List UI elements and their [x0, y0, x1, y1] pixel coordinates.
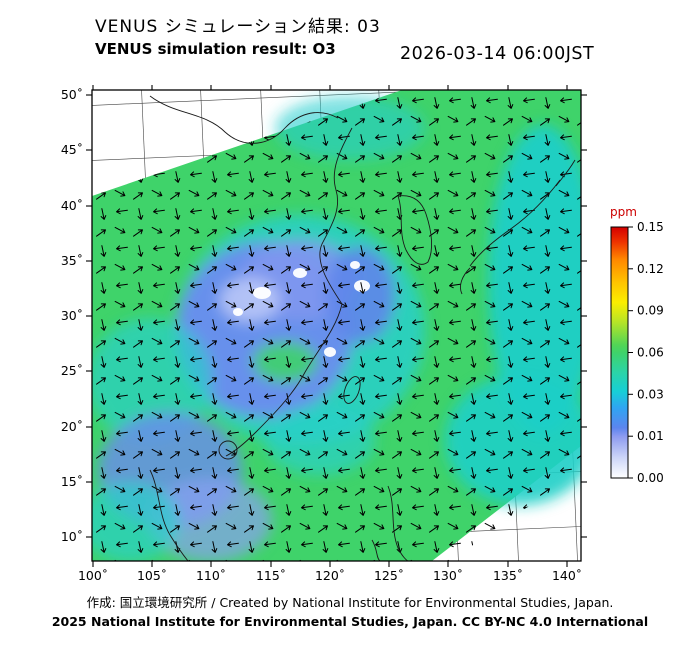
page-title-japanese: VENUS シミュレーション結果: 03 [95, 17, 381, 37]
lat-tick-label: 15˚ [61, 474, 83, 489]
page-title-english: VENUS simulation result: O3 [95, 40, 336, 58]
lon-tick-label: 105˚ [137, 568, 167, 583]
lat-tick-label: 20˚ [61, 419, 83, 434]
colorbar-tick-label: 0.06 [637, 346, 664, 360]
lon-tick-label: 100˚ [78, 568, 108, 583]
longitude-axis: 100˚ 105˚ 110˚ 115˚ 120˚ 125˚ 130˚ 135˚ … [78, 568, 582, 583]
lon-tick-label: 130˚ [433, 568, 463, 583]
credit-line: 作成: 国立環境研究所 / Created by National Instit… [86, 595, 614, 610]
colorbar: ppm 0.15 0.12 0.09 0.06 0.03 0.01 0.00 [610, 205, 664, 485]
lon-tick-label: 140˚ [552, 568, 582, 583]
latitude-axis: 50˚ 45˚ 40˚ 35˚ 30˚ 25˚ 20˚ 15˚ 10˚ [61, 87, 83, 544]
coastlines [149, 95, 576, 561]
colorbar-tick-label: 0.15 [637, 220, 664, 234]
colorbar-tick-label: 0.12 [637, 262, 664, 276]
lat-tick-label: 35˚ [61, 253, 83, 268]
colorbar-tick-label: 0.00 [637, 471, 664, 485]
lon-tick-label: 125˚ [374, 568, 404, 583]
wind-vector-field [92, 90, 581, 561]
lat-tick-label: 50˚ [61, 87, 83, 102]
colorbar-tick-label: 0.01 [637, 429, 664, 443]
license-line: 2025 National Institute for Environmenta… [51, 614, 649, 629]
plot-frame [91, 89, 582, 562]
colorbar-tick-label: 0.03 [637, 387, 664, 401]
lon-tick-label: 110˚ [196, 568, 226, 583]
lat-tick-label: 45˚ [61, 142, 83, 157]
lon-tick-label: 135˚ [493, 568, 523, 583]
lon-tick-label: 120˚ [315, 568, 345, 583]
lat-tick-label: 40˚ [61, 198, 83, 213]
footer: 作成: 国立環境研究所 / Created by National Instit… [0, 592, 700, 629]
lat-tick-label: 25˚ [61, 363, 83, 378]
colorbar-unit-label: ppm [610, 205, 637, 219]
lat-tick-label: 10˚ [61, 529, 83, 544]
axis-ticks [86, 85, 587, 567]
colorbar-gradient [610, 226, 629, 479]
timestamp-label: 2026-03-14 06:00JST [400, 44, 595, 64]
lon-tick-label: 115˚ [256, 568, 286, 583]
lat-tick-label: 30˚ [61, 308, 83, 323]
colorbar-tick-label: 0.09 [637, 304, 664, 318]
